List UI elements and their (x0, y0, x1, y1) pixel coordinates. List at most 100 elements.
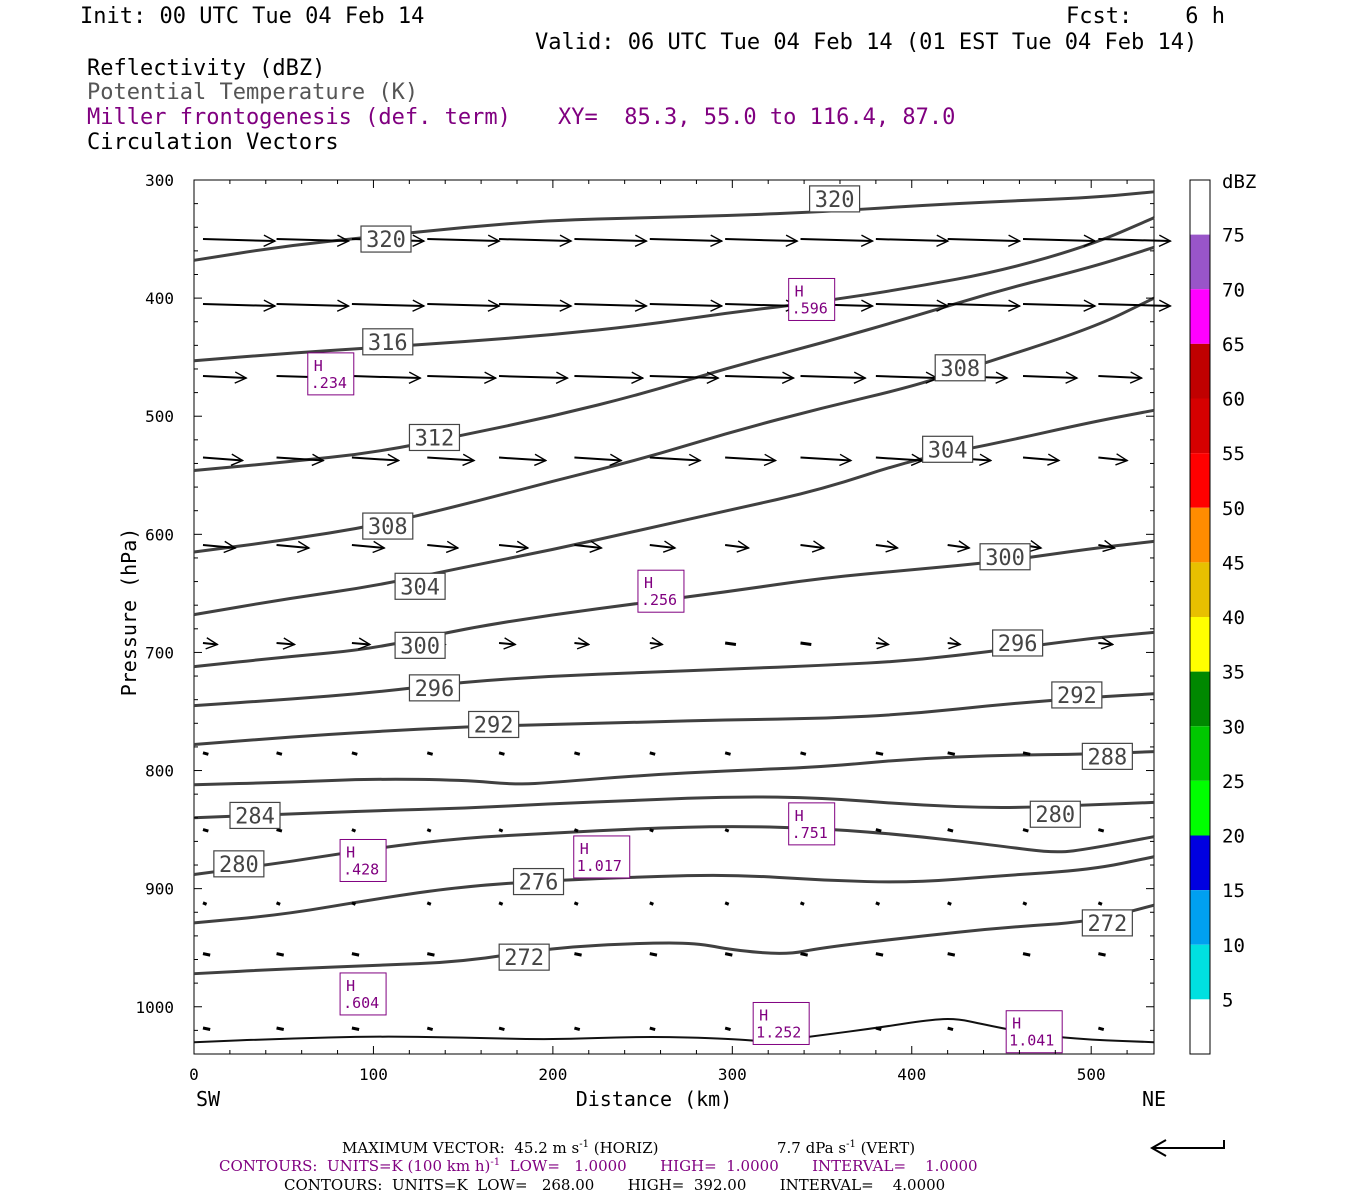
circulation-vector (276, 643, 295, 645)
high-value: .234 (311, 374, 347, 392)
field-potential-temperature: Potential Temperature (K) (87, 80, 419, 105)
circulation-vector (649, 828, 654, 833)
circulation-vector (649, 643, 663, 645)
valid-time: Valid: 06 UTC Tue 04 Feb 14 (01 EST Tue … (535, 30, 1198, 55)
contour-label-text: 308 (368, 515, 408, 540)
contour-label: 308 (362, 512, 414, 540)
colorbar-segment (1190, 398, 1210, 454)
circulation-vector (498, 545, 528, 548)
colorbar-segment (1190, 343, 1210, 399)
contour-label: 272 (498, 943, 550, 971)
circulation-vector (1097, 901, 1103, 906)
circulation-vector (724, 751, 731, 756)
colorbar-segment (1190, 180, 1210, 235)
high-box (339, 972, 387, 1016)
x-tick-label: 400 (897, 1065, 926, 1084)
contour-label: 312 (408, 423, 461, 452)
theta-contour-308 (193, 296, 1155, 554)
circulation-vector (947, 828, 954, 833)
high-box (788, 802, 836, 846)
circulation-vector (1098, 643, 1112, 645)
circulation-vector (573, 901, 579, 906)
circulation-vector (875, 545, 898, 548)
circulation-vector (799, 901, 805, 906)
circulation-vector (426, 952, 435, 957)
circulation-vector (875, 239, 948, 241)
contour-label-box (498, 943, 550, 971)
colorbar-frame (1189, 179, 1211, 1055)
circulation-vector (875, 1026, 882, 1031)
circulation-vector (498, 828, 504, 833)
circulation-vector (725, 458, 775, 461)
x-tick-label: 500 (1077, 1065, 1106, 1084)
contour-label: 296 (408, 674, 461, 702)
contour-label-text: 292 (1057, 684, 1097, 709)
contour-label-box (808, 185, 861, 213)
right-end-label: NE (1142, 1087, 1166, 1111)
circulation-vector (800, 458, 851, 461)
high-box (752, 1001, 810, 1045)
circulation-vector (725, 239, 797, 241)
circulation-vector (800, 952, 809, 957)
circulation-vector (649, 901, 654, 906)
high-value: .256 (641, 591, 677, 609)
circulation-vector (499, 376, 567, 378)
circulation-vector (947, 304, 1020, 306)
contour-label-box (1051, 681, 1103, 709)
circulation-vector (1022, 901, 1028, 906)
frontogenesis-high: H.751 (788, 802, 836, 846)
circulation-vector (574, 458, 621, 461)
colorbar-segment (1190, 890, 1210, 945)
contour-label: 276 (512, 867, 565, 896)
y-tick-label: 1000 (135, 998, 174, 1017)
contour-label: 308 (934, 354, 986, 382)
circulation-vector (276, 304, 349, 306)
high-letter: H (346, 977, 355, 995)
contour-label-box (468, 710, 520, 739)
field-reflectivity: Reflectivity (dBZ) (87, 56, 326, 81)
x-axis-label: Distance (km) (576, 1087, 733, 1111)
circulation-vector (498, 901, 504, 906)
circulation-vector (875, 901, 881, 906)
circulation-vector (426, 828, 432, 833)
contour-label-box (213, 850, 265, 878)
contour-label: 304 (394, 572, 446, 600)
circulation-vector (574, 1026, 581, 1031)
high-letter: H (1012, 1015, 1021, 1033)
circulation-vector (427, 304, 499, 306)
circulation-vector (1022, 304, 1095, 306)
colorbar-tick-label: 60 (1222, 389, 1245, 411)
high-value: 1.017 (577, 857, 622, 875)
field-frontogenesis: Miller frontogenesis (def. term) (87, 105, 511, 130)
circulation-vector (947, 1026, 954, 1031)
circulation-vector (724, 1026, 731, 1031)
circulation-vector (649, 304, 722, 306)
theta-contour-312 (193, 245, 1155, 473)
circulation-vector (1098, 376, 1141, 378)
contour-label-text: 300 (400, 634, 440, 659)
circulation-vector (724, 828, 730, 833)
colorbar-tick-label: 25 (1222, 771, 1245, 793)
colorbar-segment (1190, 671, 1210, 727)
circulation-vector (574, 376, 642, 378)
circulation-vector (276, 545, 309, 548)
circulation-vector (649, 376, 718, 378)
high-box (788, 277, 836, 321)
circulation-vector (499, 304, 571, 306)
circulation-vector (1022, 239, 1095, 241)
circulation-vector (1022, 458, 1059, 461)
circulation-vector (351, 458, 399, 461)
circulation-vector (649, 239, 722, 241)
contour-label-text: 272 (504, 946, 544, 971)
circulation-vector (427, 458, 474, 461)
theta-contour-276 (193, 855, 1155, 925)
contour-label-text: 304 (928, 438, 968, 463)
contour-label-box (408, 423, 461, 452)
circulation-vector (725, 376, 793, 378)
contour-label: 304 (922, 435, 974, 463)
circulation-vector (498, 751, 505, 756)
contour-label-text: 296 (998, 632, 1038, 657)
contour-label-box (229, 801, 281, 830)
contour-label-box (394, 631, 446, 659)
circulation-vector (351, 545, 384, 548)
